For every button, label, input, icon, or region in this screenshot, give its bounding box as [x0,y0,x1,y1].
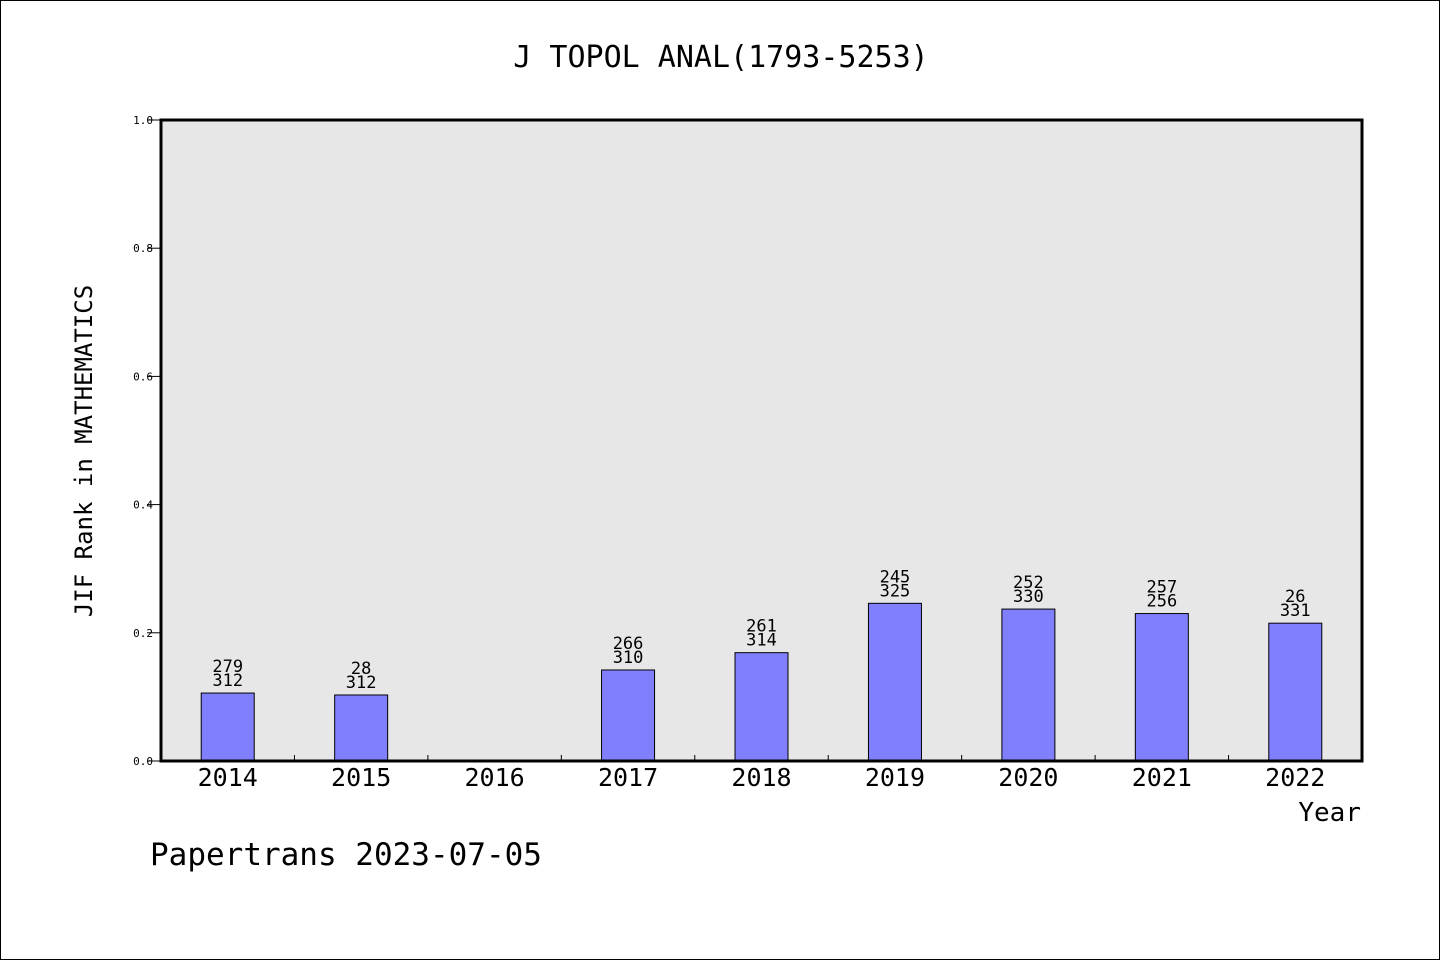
bar-total-label: 325 [880,581,911,601]
y-tick-label: 0.2 [133,627,153,640]
bar [601,669,656,762]
bar-rank-label: 26 [1285,587,1305,607]
bar-total-label: 330 [1013,587,1044,607]
bar-total-label: 314 [746,631,777,651]
bar [734,652,789,762]
x-tick-label: 2014 [198,763,258,792]
bar-total-label: 310 [613,648,644,668]
y-tick-label: 0.6 [133,370,153,383]
bar-rank-label: 252 [1013,573,1044,593]
bars-layer [200,602,1323,762]
bar-total-label: 256 [1146,592,1177,612]
bar-rank-label: 245 [880,567,911,587]
y-tick-label: 0.4 [133,499,153,512]
chart-title: J TOPOL ANAL(1793-5253) [513,40,928,75]
x-tick-label: 2020 [998,763,1058,792]
bar [1268,622,1323,762]
bar [1134,613,1189,762]
y-tick-label: 1.0 [133,114,153,127]
x-tick-label: 2017 [598,763,658,792]
x-tick-label: 2016 [465,763,525,792]
x-tick-label: 2019 [865,763,925,792]
x-tick-label: 2015 [331,763,391,792]
bar-rank-label: 261 [746,617,777,637]
footer-watermark: Papertrans 2023-07-05 [150,837,542,873]
bar-total-label: 312 [346,673,377,693]
y-tick-label: 0.8 [133,242,153,255]
bar-rank-label: 279 [212,657,243,677]
x-tick-label: 2021 [1132,763,1192,792]
x-axis-label: Year [1298,798,1361,828]
bar-total-label: 331 [1280,601,1311,621]
bar-total-label: 312 [212,671,243,691]
bar [1001,608,1056,762]
y-axis-label: JIF Rank in MATHEMATICS [70,285,98,617]
plot-border [159,118,1364,763]
x-axis-ticks: 2014 2015 2016 2017 2018 2019 2020 2021 2022 [198,755,1325,792]
x-tick-label: 2022 [1265,763,1325,792]
bar-rank-label: 28 [351,659,371,679]
bar [334,694,389,762]
bar-rank-label: 266 [613,634,644,654]
bar [867,602,922,762]
bar-rank-label: 257 [1146,578,1177,598]
bar [200,692,255,762]
y-axis-ticks: 0.0 0.2 0.4 0.6 0.8 1.0 [133,114,161,768]
x-tick-label: 2018 [731,763,791,792]
y-tick-label: 0.0 [133,755,153,768]
